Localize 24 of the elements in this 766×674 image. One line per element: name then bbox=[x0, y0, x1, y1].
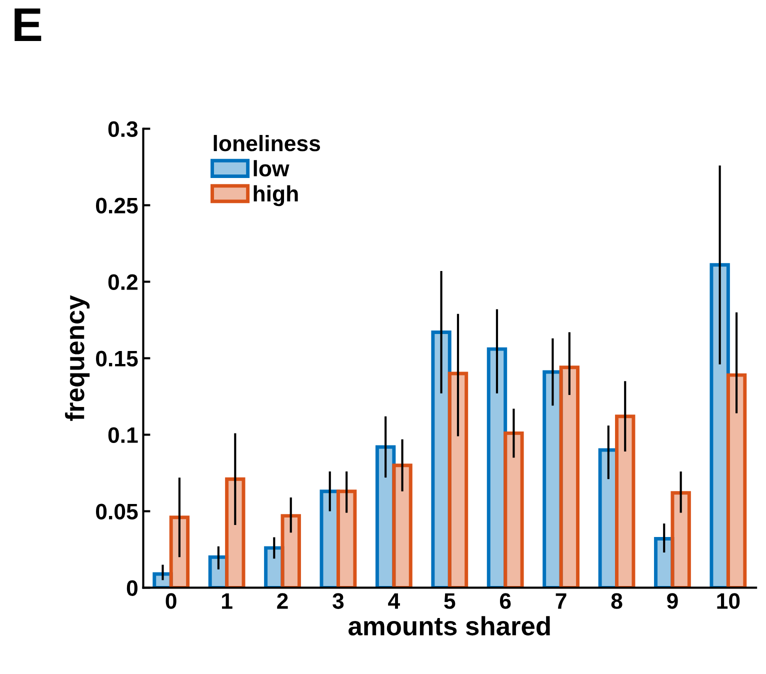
y-tick-label: 0.05 bbox=[96, 504, 138, 520]
text: E bbox=[14, 8, 42, 41]
x-tick-label: 3 bbox=[332, 593, 344, 609]
legend-label: high bbox=[254, 185, 298, 206]
legend-label: low bbox=[254, 160, 290, 176]
legend-title: loneliness bbox=[214, 134, 320, 152]
x-tick-label: 0 bbox=[166, 593, 176, 609]
x-tick-label: 8 bbox=[611, 593, 622, 609]
x-tick-label: 7 bbox=[556, 593, 566, 609]
x-tick-label: 2 bbox=[277, 593, 288, 609]
y-tick-label: 0.2 bbox=[108, 274, 138, 290]
y-tick-label: 0.1 bbox=[108, 427, 138, 443]
y-tick-label: 0.25 bbox=[96, 198, 138, 214]
x-tick-label: 4 bbox=[388, 593, 400, 609]
x-tick-label: 1 bbox=[222, 593, 232, 609]
x-tick-label: 10 bbox=[717, 593, 740, 609]
x-axis-title: amounts shared bbox=[348, 616, 550, 636]
x-tick-label: 9 bbox=[667, 593, 678, 609]
y-axis-title: frequency bbox=[64, 295, 90, 421]
x-tick-label: 5 bbox=[444, 593, 456, 609]
y-tick-label: 0.15 bbox=[96, 350, 138, 366]
y-tick-label: 0 bbox=[126, 580, 138, 596]
x-tick-label: 6 bbox=[500, 593, 511, 609]
y-tick-label: 0.3 bbox=[108, 121, 138, 138]
